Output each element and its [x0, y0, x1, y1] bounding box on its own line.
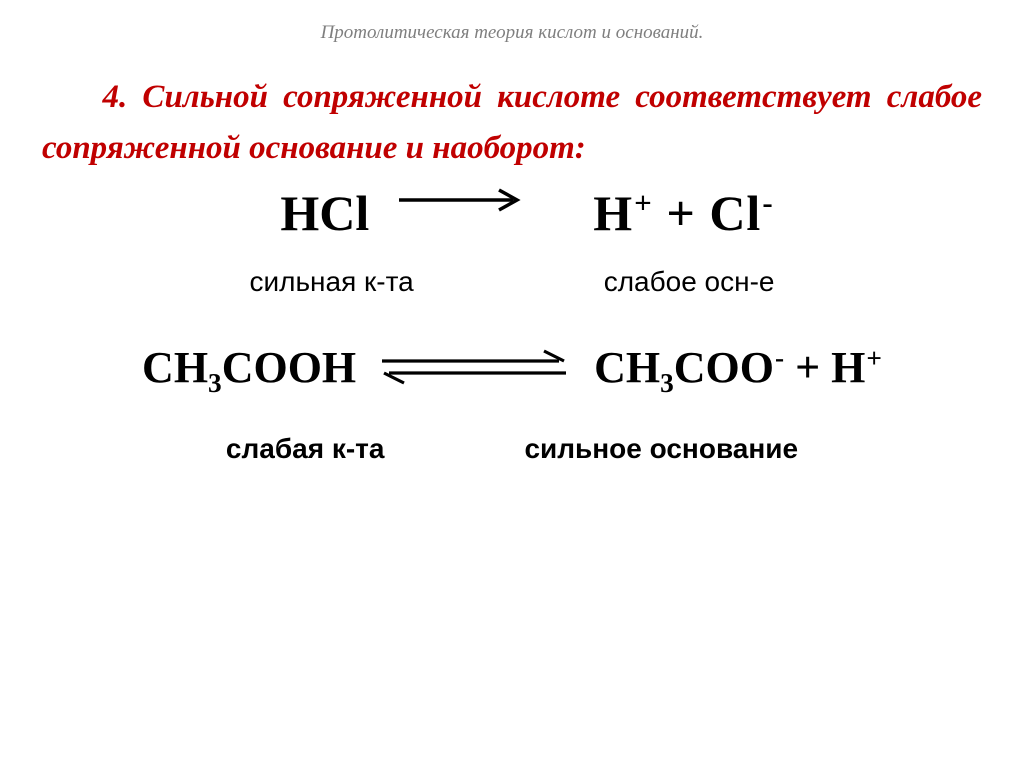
- equation-2-block: CH3COOH CH3COO- + H+ слабая к-та сильное…: [0, 342, 1024, 465]
- eq1-label-left: сильная к-та: [249, 266, 413, 298]
- eq2-label-right: сильное основание: [524, 433, 798, 465]
- equation-2: CH3COOH CH3COO- + H+: [0, 342, 1024, 393]
- eq2-rhs: CH3COO- + H+: [594, 342, 882, 393]
- equilibrium-arrow-icon: [374, 343, 574, 393]
- eq2-lhs: CH3COOH: [142, 342, 356, 393]
- eq1-labels: сильная к-та слабое осн-е: [0, 266, 1024, 298]
- equation-1: HCl H+ + Cl-: [0, 184, 1024, 242]
- equation-1-block: HCl H+ + Cl- сильная к-та слабое осн-е: [0, 184, 1024, 298]
- eq2-labels: слабая к-та сильное основание: [0, 433, 1024, 465]
- eq1-lhs: HCl: [280, 184, 369, 242]
- principle-text: 4. Сильной сопряженной кислоте соответст…: [0, 44, 1024, 174]
- eq1-rhs: H+ + Cl-: [593, 184, 773, 242]
- eq2-label-left: слабая к-та: [226, 433, 385, 465]
- eq1-label-right: слабое осн-е: [604, 266, 775, 298]
- forward-arrow-icon: [395, 174, 525, 214]
- slide-title: Протолитическая теория кислот и основани…: [0, 0, 1024, 44]
